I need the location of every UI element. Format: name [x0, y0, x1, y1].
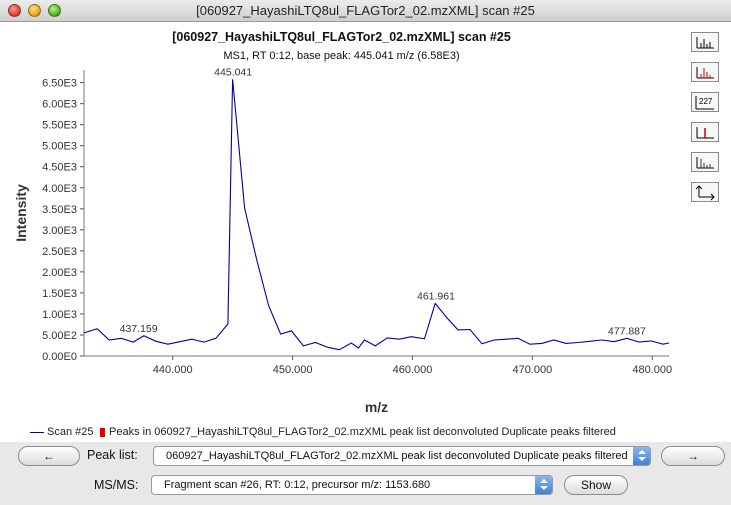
close-window-button[interactable] [8, 4, 21, 17]
previous-scan-button[interactable]: ← [18, 446, 80, 466]
toggle-peak-markers-button[interactable] [691, 122, 719, 142]
spectrum-bars-icon [696, 157, 714, 169]
toggle-continuous-button[interactable] [691, 32, 719, 52]
msms-label: MS/MS: [94, 478, 139, 492]
window-title: [060927_HayashiLTQ8ul_FLAGTor2_02.mzXML]… [196, 3, 535, 18]
y-tick-label: 5.00E2 [42, 330, 77, 342]
toggle-bars-button[interactable] [691, 152, 719, 172]
legend-scan-swatch [30, 431, 44, 433]
chart-legend: Scan #25 Peaks in 060927_HayashiLTQ8ul_F… [0, 422, 731, 442]
annotation-glyph: 227 [699, 97, 713, 106]
plot-area [84, 70, 669, 356]
bottom-controls: ← Peak list: 060927_HayashiLTQ8ul_FLAGTo… [0, 442, 731, 505]
y-tick-label: 6.00E3 [42, 99, 77, 111]
y-tick-label: 1.50E3 [42, 288, 77, 300]
peak-list-select[interactable]: 060927_HayashiLTQ8ul_FLAGTor2_02.mzXML p… [153, 446, 651, 466]
y-tick-label: 2.00E3 [42, 267, 77, 279]
legend-item-scan: Scan #25 [30, 426, 93, 438]
axes-setup-button[interactable] [691, 182, 719, 202]
peak-list-dropdown-icon[interactable] [633, 447, 650, 465]
chart-toolbar: 227 [683, 22, 731, 422]
axes-setup-icon [695, 185, 715, 201]
y-tick-label: 2.50E3 [42, 246, 77, 258]
y-tick-label: 5.00E3 [42, 141, 77, 153]
series-line-scan [83, 79, 670, 351]
next-scan-button[interactable]: → [661, 446, 725, 466]
legend-scan-label: Scan #25 [47, 426, 94, 438]
y-tick-label: 3.50E3 [42, 204, 77, 216]
spectrum-centroid-peaks-icon [696, 67, 714, 79]
spectrum-continuous-icon [696, 37, 714, 49]
y-tick-label: 5.50E3 [42, 120, 77, 132]
legend-peaks-swatch [100, 427, 105, 437]
peak-annotation: 461.961 [417, 290, 455, 302]
show-peaks-icon [696, 127, 714, 139]
minimize-window-button[interactable] [28, 4, 41, 17]
peak-list-value: 060927_HayashiLTQ8ul_FLAGTor2_02.mzXML p… [166, 450, 628, 462]
legend-peaks-label: Peaks in 060927_HayashiLTQ8ul_FLAGTor2_0… [109, 426, 616, 438]
y-tick-label: 1.00E3 [42, 309, 77, 321]
toggle-annotations-button[interactable]: 227 [691, 92, 719, 112]
y-tick-label: 3.00E3 [42, 225, 77, 237]
spectrum-plot-panel[interactable]: [060927_HayashiLTQ8ul_FLAGTor2_02.mzXML]… [0, 22, 683, 422]
peak-annotation: 445.041 [214, 66, 252, 78]
window-titlebar: [060927_HayashiLTQ8ul_FLAGTor2_02.mzXML]… [0, 0, 731, 22]
x-tick-label: 480.000 [632, 364, 672, 376]
y-tick-label: 6.50E3 [42, 78, 77, 90]
x-tick-label: 440.000 [153, 364, 193, 376]
x-tick-label: 470.000 [512, 364, 552, 376]
peak-annotation: 477.887 [608, 325, 646, 337]
peak-list-label: Peak list: [87, 448, 138, 462]
msms-value: Fragment scan #26, RT: 0:12, precursor m… [164, 479, 431, 491]
y-tick-label: 4.50E3 [42, 162, 77, 174]
y-axis-label: Intensity [13, 184, 29, 242]
spectrum-chart[interactable]: 0.00E0 5.00E2 1.00E3 1.50E3 2.00E3 2.50E3 3.00… [0, 22, 683, 422]
toggle-peaks-button[interactable] [691, 62, 719, 82]
show-msms-button[interactable]: Show [564, 475, 628, 495]
chart-title: [060927_HayashiLTQ8ul_FLAGTor2_02.mzXML]… [172, 30, 511, 44]
y-tick-label: 0.00E0 [42, 351, 77, 363]
legend-item-peaks: Peaks in 060927_HayashiLTQ8ul_FLAGTor2_0… [100, 426, 616, 438]
chart-subtitle: MS1, RT 0:12, base peak: 445.041 m/z (6.… [223, 50, 460, 62]
show-annotations-icon: 227 [695, 96, 714, 110]
peak-annotation: 437.159 [120, 323, 158, 335]
msms-dropdown-icon[interactable] [535, 476, 552, 494]
y-tick-label: 4.00E3 [42, 183, 77, 195]
msms-select[interactable]: Fragment scan #26, RT: 0:12, precursor m… [151, 475, 553, 495]
zoom-window-button[interactable] [48, 4, 61, 17]
x-axis-label: m/z [365, 399, 388, 415]
x-tick-label: 450.000 [273, 364, 313, 376]
x-tick-label: 460.000 [393, 364, 433, 376]
